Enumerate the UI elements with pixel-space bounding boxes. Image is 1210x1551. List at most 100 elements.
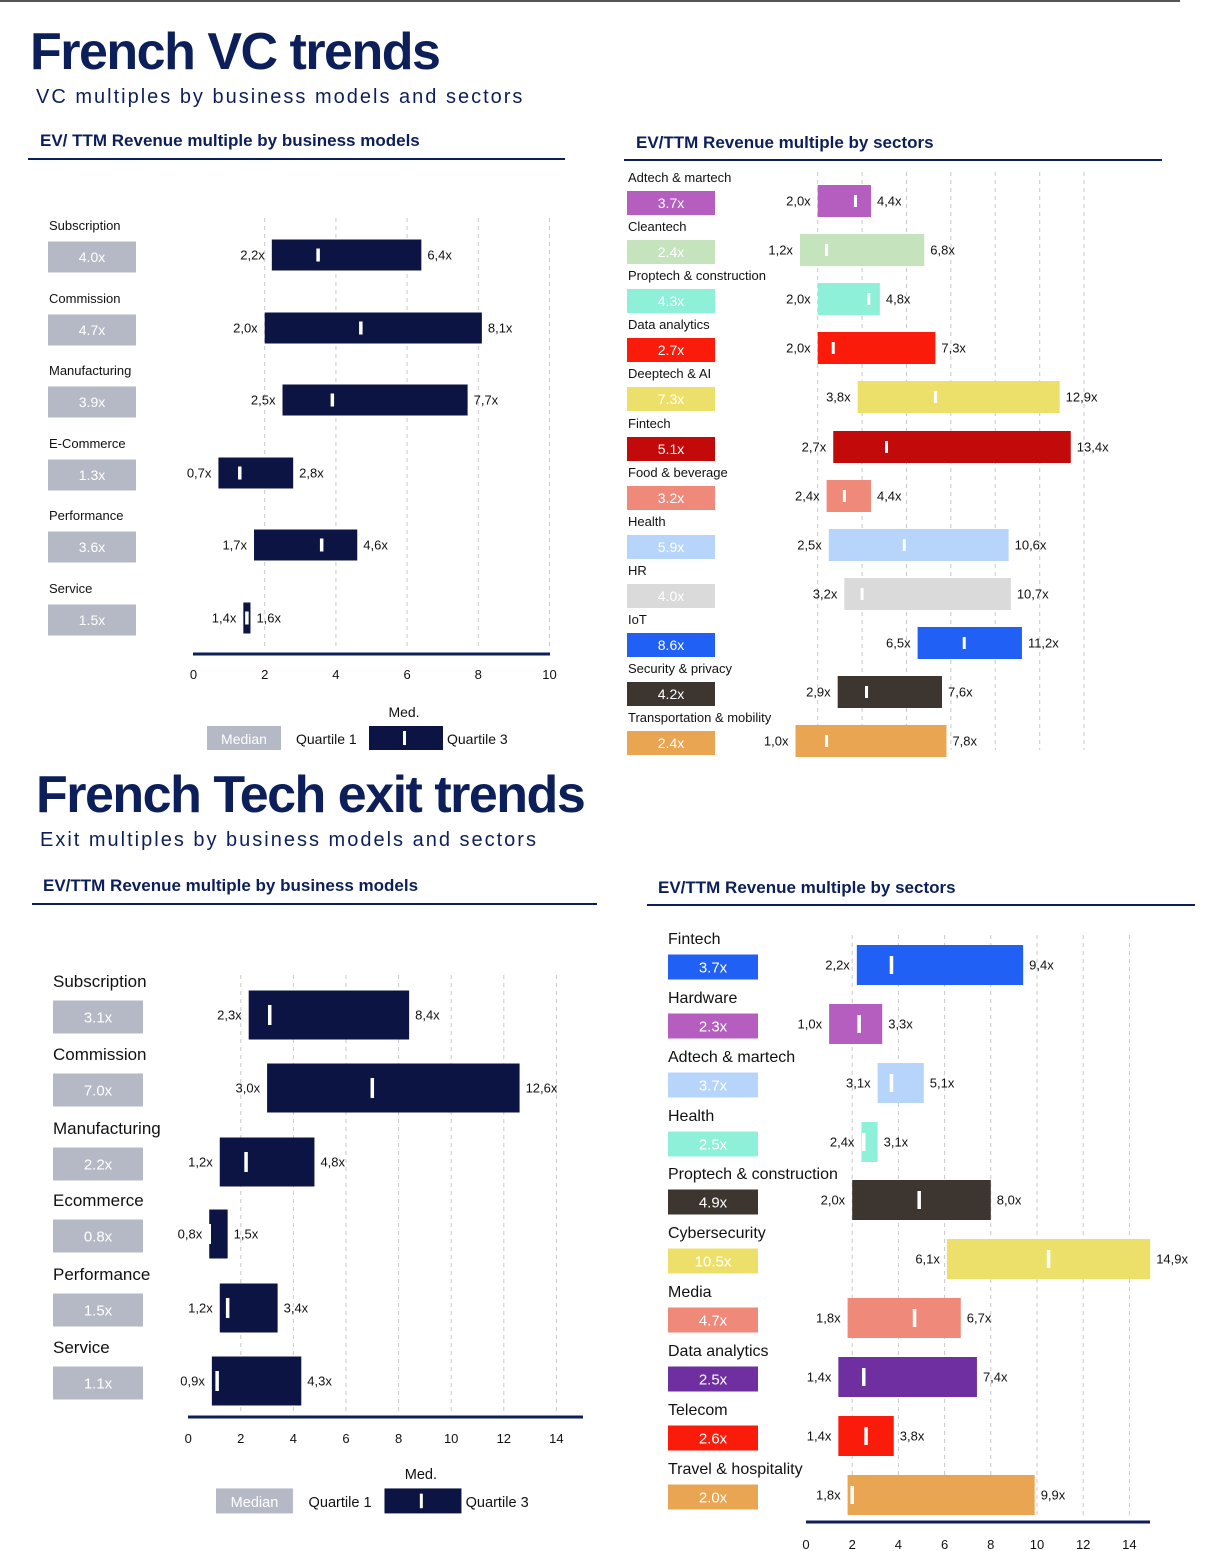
median-marker xyxy=(207,1224,211,1244)
q3-value-label: 7,4x xyxy=(983,1370,1008,1385)
range-bar xyxy=(219,1283,278,1333)
median-box-label: 3.7x xyxy=(699,959,728,976)
range-bar xyxy=(826,480,871,512)
exit-bm-rule xyxy=(32,903,597,905)
exit-title: French Tech exit trends xyxy=(36,766,586,824)
median-box xyxy=(48,459,136,491)
median-box xyxy=(627,289,715,313)
median-box-label: 3.7x xyxy=(658,195,684,211)
range-bar xyxy=(254,529,358,561)
median-box xyxy=(668,1189,758,1215)
median-marker xyxy=(330,393,335,407)
q1-value-label: 2,2x xyxy=(825,958,850,973)
x-tick-label: 8 xyxy=(475,667,482,682)
q3-value-label: 4,3x xyxy=(307,1374,332,1389)
q1-value-label: 0,9x xyxy=(180,1374,205,1389)
x-tick-label: 4 xyxy=(895,1537,902,1551)
median-marker xyxy=(245,611,249,625)
median-marker xyxy=(889,1074,894,1092)
q1-value-label: 1,4x xyxy=(212,611,237,626)
category-label: Deeptech & AI xyxy=(628,366,711,381)
vc-sec-chart: Adtech & martech 3.7x 2,0x 4,4x Cleantech 2.4… xyxy=(627,170,1109,757)
median-marker xyxy=(359,321,363,335)
range-bar xyxy=(828,529,1009,561)
legend-median-marker xyxy=(419,1493,423,1509)
category-label: E-Commerce xyxy=(49,436,126,451)
category-label: Performance xyxy=(49,508,123,523)
median-box-label: 3.2x xyxy=(658,490,684,506)
category-label: Food & beverage xyxy=(628,465,728,480)
median-box xyxy=(668,1307,758,1333)
legend-vc: Med. Median Quartile 1 Quartile 3 xyxy=(207,704,508,750)
median-box-label: 3.1x xyxy=(84,1009,113,1026)
category-label: Subscription xyxy=(49,218,121,233)
x-tick-label: 0 xyxy=(185,1431,192,1446)
median-marker xyxy=(902,539,906,551)
category-label: Service xyxy=(53,1338,110,1357)
category-label: Cleantech xyxy=(628,219,687,234)
q1-value-label: 0,8x xyxy=(178,1227,203,1242)
median-box xyxy=(668,1484,758,1510)
range-bar xyxy=(267,1063,520,1113)
q1-value-label: 1,4x xyxy=(807,1429,832,1444)
median-box xyxy=(627,731,715,755)
median-box-label: 0.8x xyxy=(84,1228,113,1245)
q3-value-label: 7,3x xyxy=(941,341,966,356)
median-box-label: 4.3x xyxy=(658,293,684,309)
q1-value-label: 3,0x xyxy=(236,1081,261,1096)
range-bar xyxy=(218,457,294,489)
category-label: Data analytics xyxy=(668,1343,769,1360)
median-marker xyxy=(912,1309,917,1327)
q3-value-label: 7,6x xyxy=(948,685,973,700)
category-label: Commission xyxy=(53,1045,147,1064)
range-bar xyxy=(209,1209,228,1259)
median-marker xyxy=(831,342,835,354)
median-box xyxy=(668,954,758,980)
legend-median-label: Median xyxy=(221,731,267,747)
category-label: Manufacturing xyxy=(49,363,131,378)
median-box-label: 4.0x xyxy=(658,588,684,604)
range-bar xyxy=(857,381,1060,413)
q1-value-label: 2,0x xyxy=(786,341,811,356)
q3-value-label: 8,4x xyxy=(415,1008,440,1023)
x-tick-label: 10 xyxy=(444,1431,458,1446)
category-label: Service xyxy=(49,581,92,596)
category-label: Hardware xyxy=(668,990,737,1007)
category-label: Travel & hospitality xyxy=(668,1461,803,1478)
q1-value-label: 1,2x xyxy=(188,1155,213,1170)
category-label: Adtech & martech xyxy=(628,170,731,185)
exit-bm-chart: 0 2 4 6 8 10 12 14 Subscription 3.1x 2,3x 8,4x Commi… xyxy=(53,972,583,1446)
median-box xyxy=(48,386,136,418)
median-box-label: 2.5x xyxy=(699,1371,728,1388)
median-box xyxy=(668,1131,758,1157)
median-box xyxy=(48,531,136,563)
category-label: Proptech & construction xyxy=(668,1166,838,1183)
q1-value-label: 3,1x xyxy=(846,1076,871,1091)
category-label: Fintech xyxy=(628,416,671,431)
legend-med-label: Med. xyxy=(388,704,419,720)
x-tick-label: 10 xyxy=(1030,1537,1044,1551)
q3-value-label: 4,8x xyxy=(320,1155,345,1170)
median-box-label: 2.0x xyxy=(699,1489,728,1506)
median-box-label: 1.5x xyxy=(84,1302,113,1319)
median-box-label: 2.3x xyxy=(699,1018,728,1035)
legend-q3-label: Quartile 3 xyxy=(447,731,508,747)
median-box xyxy=(627,338,715,362)
median-box-label: 3.7x xyxy=(699,1077,728,1094)
median-marker xyxy=(933,391,937,403)
category-label: Performance xyxy=(53,1265,150,1284)
exit-sec-rule xyxy=(647,904,1195,906)
median-box xyxy=(53,1147,143,1181)
category-label: Transportation & mobility xyxy=(628,710,772,725)
x-tick-label: 4 xyxy=(290,1431,297,1446)
category-label: Health xyxy=(628,514,666,529)
q1-value-label: 2,0x xyxy=(786,194,811,209)
legend-median-marker xyxy=(403,731,406,745)
q1-value-label: 1,2x xyxy=(188,1301,213,1316)
median-box-label: 2.2x xyxy=(84,1156,113,1173)
median-box-label: 3.6x xyxy=(79,539,105,555)
q1-value-label: 1,0x xyxy=(798,1017,823,1032)
x-tick-label: 14 xyxy=(549,1431,563,1446)
median-box-label: 5.1x xyxy=(658,441,684,457)
